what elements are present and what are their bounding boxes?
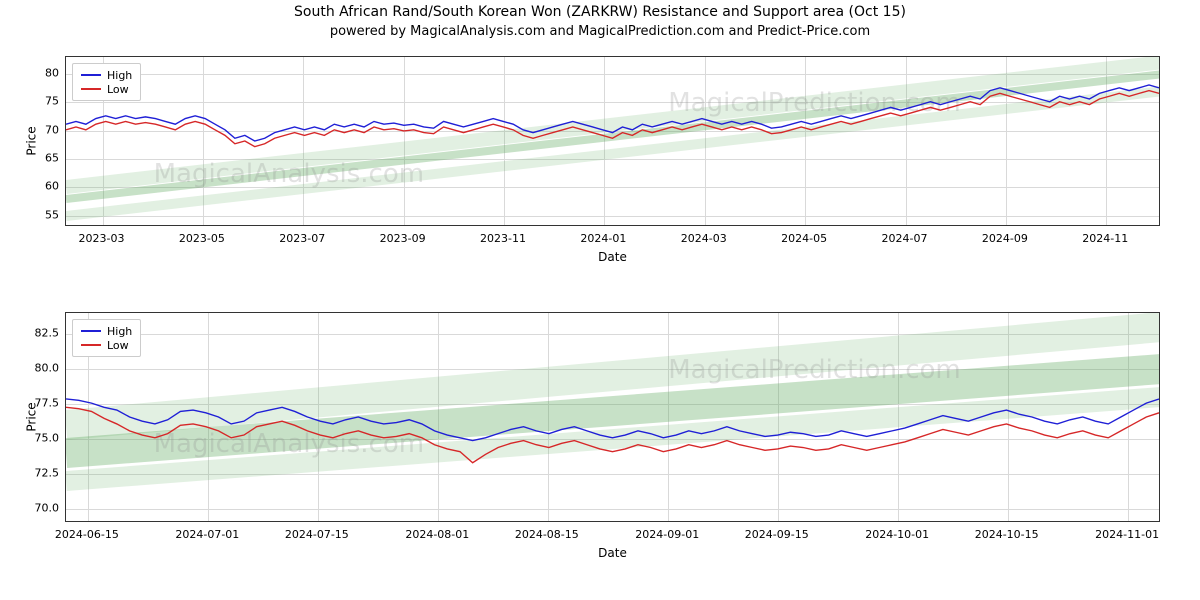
chart-panel-top: MagicalAnalysis.comMagicalPrediction.com… (65, 56, 1160, 226)
y-axis-label: Price (25, 402, 39, 431)
plot-area: MagicalAnalysis.comMagicalPrediction.com… (65, 312, 1160, 522)
legend-item-high: High (81, 324, 132, 338)
ytick-label: 82.5 (35, 327, 66, 340)
y-axis-label: Price (25, 126, 39, 155)
legend-swatch-high (81, 330, 101, 332)
chart-title: South African Rand/South Korean Won (ZAR… (0, 0, 1200, 20)
legend-label-high: High (107, 69, 132, 82)
ytick-label: 80 (45, 67, 65, 80)
legend: HighLow (72, 319, 141, 357)
legend-label-low: Low (107, 83, 129, 96)
chart-panel-bottom: MagicalAnalysis.comMagicalPrediction.com… (65, 312, 1160, 522)
xtick-label: 2024-11-01 (1095, 522, 1159, 541)
xtick-label: 2024-08-15 (515, 522, 579, 541)
xtick-label: 2024-10-15 (975, 522, 1039, 541)
xtick-label: 2024-07-15 (285, 522, 349, 541)
legend-item-low: Low (81, 338, 132, 352)
ytick-label: 65 (45, 152, 65, 165)
xtick-label: 2024-08-01 (405, 522, 469, 541)
legend-label-high: High (107, 325, 132, 338)
legend: HighLow (72, 63, 141, 101)
xtick-label: 2023-11 (480, 226, 526, 245)
xtick-label: 2024-09-01 (635, 522, 699, 541)
ytick-label: 55 (45, 208, 65, 221)
xtick-label: 2023-05 (179, 226, 225, 245)
xtick-label: 2024-09-15 (745, 522, 809, 541)
ytick-label: 75.0 (35, 432, 66, 445)
ytick-label: 70.0 (35, 502, 66, 515)
ytick-label: 60 (45, 180, 65, 193)
ytick-label: 72.5 (35, 467, 66, 480)
series-line-high (66, 399, 1159, 441)
ytick-label: 80.0 (35, 362, 66, 375)
chart-subtitle: powered by MagicalAnalysis.com and Magic… (0, 20, 1200, 43)
x-axis-label: Date (598, 250, 627, 264)
xtick-label: 2024-01 (580, 226, 626, 245)
legend-swatch-low (81, 88, 101, 90)
legend-item-low: Low (81, 82, 132, 96)
plot-area: MagicalAnalysis.comMagicalPrediction.com… (65, 56, 1160, 226)
xtick-label: 2024-05 (781, 226, 827, 245)
series-line-low (66, 91, 1159, 147)
xtick-label: 2024-07 (882, 226, 928, 245)
legend-swatch-low (81, 344, 101, 346)
xtick-label: 2023-09 (380, 226, 426, 245)
xtick-label: 2024-03 (681, 226, 727, 245)
ytick-label: 77.5 (35, 397, 66, 410)
xtick-label: 2023-03 (79, 226, 125, 245)
legend-swatch-high (81, 74, 101, 76)
legend-item-high: High (81, 68, 132, 82)
xtick-label: 2024-06-15 (55, 522, 119, 541)
series-line-high (66, 85, 1159, 141)
x-axis-label: Date (598, 546, 627, 560)
series-svg (66, 313, 1159, 521)
ytick-label: 70 (45, 123, 65, 136)
series-line-low (66, 407, 1159, 462)
ytick-label: 75 (45, 95, 65, 108)
xtick-label: 2024-10-01 (865, 522, 929, 541)
xtick-label: 2024-09 (982, 226, 1028, 245)
legend-label-low: Low (107, 339, 129, 352)
xtick-label: 2023-07 (279, 226, 325, 245)
xtick-label: 2024-07-01 (175, 522, 239, 541)
series-svg (66, 57, 1159, 225)
xtick-label: 2024-11 (1082, 226, 1128, 245)
